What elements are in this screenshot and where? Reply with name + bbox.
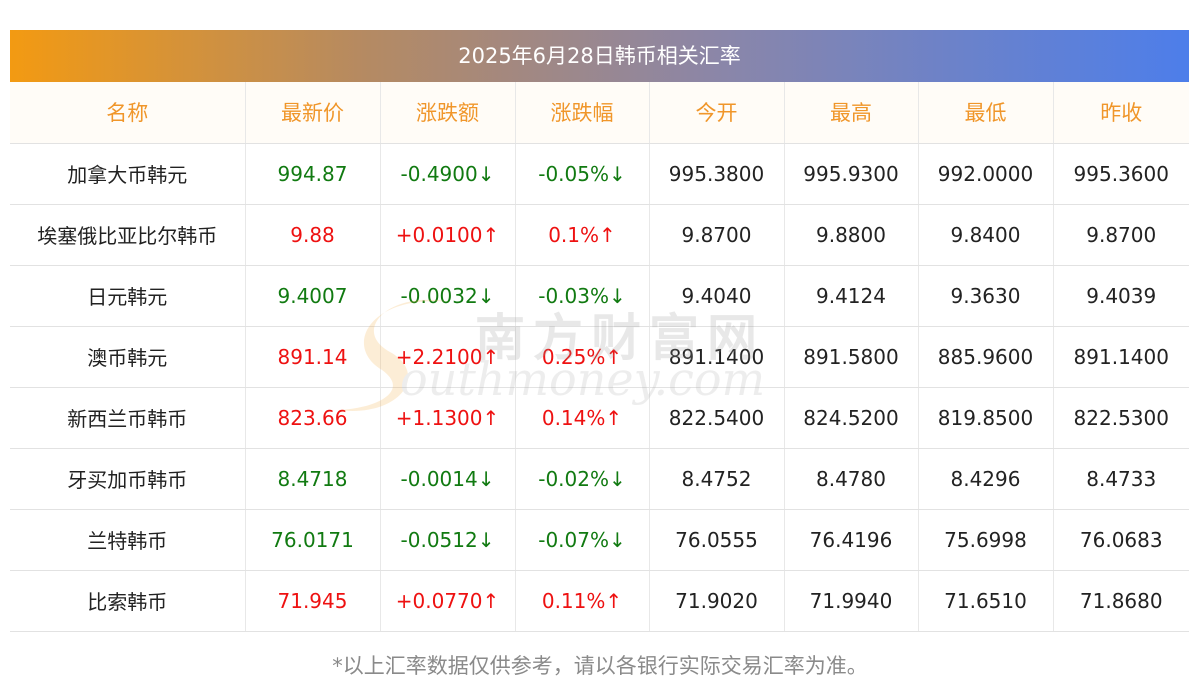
open-price-cell: 9.4040: [649, 265, 785, 327]
high-price-cell: 824.5200: [784, 387, 919, 449]
high-price-cell: 8.4780: [784, 448, 919, 510]
col-header-low: 最低: [918, 82, 1054, 144]
open-price-cell: 8.4752: [649, 448, 785, 510]
low-price-cell: 9.8400: [918, 204, 1054, 266]
table-row: 埃塞俄比亚比尔韩币 9.88 +0.0100↑ 0.1%↑ 9.8700 9.8800 9.…: [10, 204, 1189, 266]
table-row: 日元韩元 9.4007 -0.0032↓ -0.03%↓ 9.4040 9.4124 9.3…: [10, 265, 1189, 327]
high-price-cell: 71.9940: [784, 570, 919, 632]
change-pct-cell: -0.05%↓: [515, 143, 650, 205]
change-amount-cell: +0.0770↑: [380, 570, 516, 632]
prev-close-cell: 9.4039: [1053, 265, 1189, 327]
open-price-cell: 822.5400: [649, 387, 785, 449]
change-pct-cell: 0.11%↑: [515, 570, 650, 632]
prev-close-cell: 8.4733: [1053, 448, 1189, 510]
prev-close-cell: 76.0683: [1053, 509, 1189, 571]
table-row: 加拿大币韩元 994.87 -0.4900↓ -0.05%↓ 995.3800 995.9…: [10, 143, 1189, 205]
latest-price-cell: 823.66: [245, 387, 381, 449]
currency-name-cell: 牙买加币韩币: [10, 448, 246, 510]
prev-close-cell: 71.8680: [1053, 570, 1189, 632]
exchange-rate-table: 名称 最新价 涨跌额 涨跌幅 今开 最高 最低 昨收 加拿大币韩元 994.87-…: [10, 82, 1189, 632]
col-header-prev: 昨收: [1053, 82, 1189, 144]
change-pct-cell: -0.07%↓: [515, 509, 650, 571]
col-header-open: 今开: [649, 82, 785, 144]
table-row: 新西兰币韩币 823.66 +1.1300↑ 0.14%↑ 822.5400 824.52…: [10, 387, 1189, 449]
low-price-cell: 9.3630: [918, 265, 1054, 327]
latest-price-cell: 8.4718: [245, 448, 381, 510]
latest-price-cell: 9.4007: [245, 265, 381, 327]
table-row: 澳币韩元 891.14 +2.2100↑ 0.25%↑ 891.1400 891.5800…: [10, 326, 1189, 388]
currency-name-cell: 比索韩币: [10, 570, 246, 632]
open-price-cell: 9.8700: [649, 204, 785, 266]
prev-close-cell: 891.1400: [1053, 326, 1189, 388]
open-price-cell: 71.9020: [649, 570, 785, 632]
rate-table-card: 2025年6月28日韩币相关汇率 名称 最新价 涨跌额 涨跌幅 今开 最高 最低…: [10, 30, 1189, 632]
currency-name-cell: 新西兰币韩币: [10, 387, 246, 449]
latest-price-cell: 9.88: [245, 204, 381, 266]
low-price-cell: 992.0000: [918, 143, 1054, 205]
currency-name-cell: 日元韩元: [10, 265, 246, 327]
latest-price-cell: 994.87: [245, 143, 381, 205]
change-pct-cell: 0.14%↑: [515, 387, 650, 449]
col-header-name: 名称: [10, 82, 246, 144]
low-price-cell: 885.9600: [918, 326, 1054, 388]
change-pct-cell: 0.1%↑: [515, 204, 650, 266]
currency-name-cell: 加拿大币韩元: [10, 143, 246, 205]
low-price-cell: 71.6510: [918, 570, 1054, 632]
table-row: 兰特韩币 76.0171 -0.0512↓ -0.07%↓ 76.0555 76.4196…: [10, 509, 1189, 571]
table-row: 牙买加币韩币 8.4718 -0.0014↓ -0.02%↓ 8.4752 8.4780 8…: [10, 448, 1189, 510]
change-amount-cell: -0.0512↓: [380, 509, 516, 571]
low-price-cell: 75.6998: [918, 509, 1054, 571]
open-price-cell: 995.3800: [649, 143, 785, 205]
change-amount-cell: +0.0100↑: [380, 204, 516, 266]
high-price-cell: 9.8800: [784, 204, 919, 266]
table-header-row: 名称 最新价 涨跌额 涨跌幅 今开 最高 最低 昨收: [10, 82, 1189, 144]
table-title: 2025年6月28日韩币相关汇率: [10, 30, 1189, 82]
currency-name-cell: 澳币韩元: [10, 326, 246, 388]
low-price-cell: 819.8500: [918, 387, 1054, 449]
change-amount-cell: +1.1300↑: [380, 387, 516, 449]
col-header-latest: 最新价: [245, 82, 381, 144]
change-pct-cell: 0.25%↑: [515, 326, 650, 388]
change-pct-cell: -0.03%↓: [515, 265, 650, 327]
change-amount-cell: -0.4900↓: [380, 143, 516, 205]
col-header-high: 最高: [784, 82, 919, 144]
prev-close-cell: 9.8700: [1053, 204, 1189, 266]
high-price-cell: 76.4196: [784, 509, 919, 571]
prev-close-cell: 995.3600: [1053, 143, 1189, 205]
latest-price-cell: 76.0171: [245, 509, 381, 571]
latest-price-cell: 891.14: [245, 326, 381, 388]
change-amount-cell: +2.2100↑: [380, 326, 516, 388]
disclaimer-footnote: *以上汇率数据仅供参考，请以各银行实际交易汇率为准。: [332, 654, 868, 678]
latest-price-cell: 71.945: [245, 570, 381, 632]
high-price-cell: 891.5800: [784, 326, 919, 388]
col-header-pct: 涨跌幅: [515, 82, 650, 144]
prev-close-cell: 822.5300: [1053, 387, 1189, 449]
change-pct-cell: -0.02%↓: [515, 448, 650, 510]
currency-name-cell: 兰特韩币: [10, 509, 246, 571]
open-price-cell: 891.1400: [649, 326, 785, 388]
change-amount-cell: -0.0014↓: [380, 448, 516, 510]
open-price-cell: 76.0555: [649, 509, 785, 571]
currency-name-cell: 埃塞俄比亚比尔韩币: [10, 204, 246, 266]
high-price-cell: 9.4124: [784, 265, 919, 327]
high-price-cell: 995.9300: [784, 143, 919, 205]
col-header-change: 涨跌额: [380, 82, 516, 144]
table-row: 比索韩币 71.945 +0.0770↑ 0.11%↑ 71.9020 71.9940 71…: [10, 570, 1189, 632]
change-amount-cell: -0.0032↓: [380, 265, 516, 327]
low-price-cell: 8.4296: [918, 448, 1054, 510]
